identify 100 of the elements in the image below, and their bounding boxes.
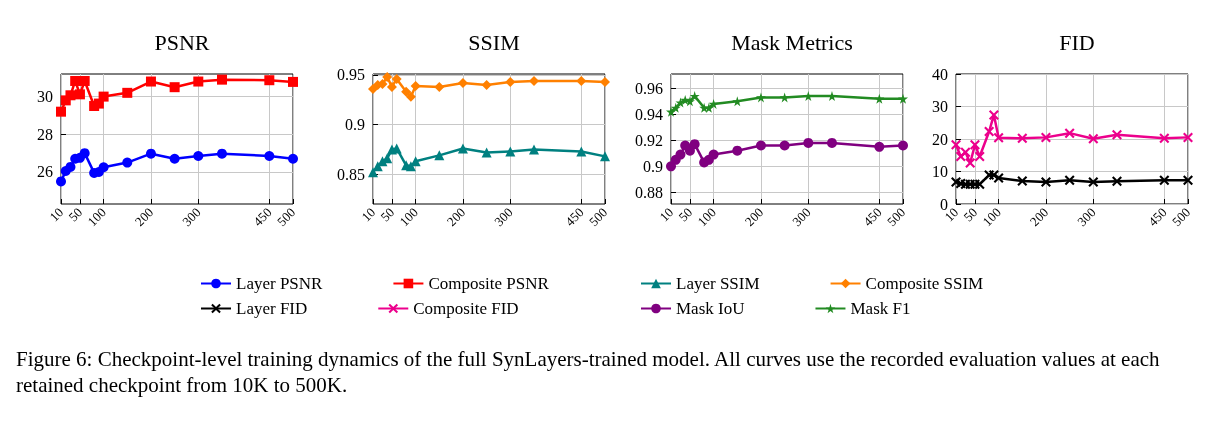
x-tick-label: 500 <box>273 204 299 230</box>
y-tick-label: 26 <box>37 163 53 181</box>
point <box>1040 176 1051 187</box>
x-tick-label: 300 <box>179 204 204 230</box>
x-tick-label: 200 <box>131 204 157 230</box>
point <box>98 91 109 102</box>
point <box>1183 175 1193 186</box>
y-tick-label: 30 <box>932 98 948 115</box>
point <box>169 153 180 164</box>
point <box>122 157 133 168</box>
y-tick-label: 30 <box>37 88 53 106</box>
point <box>803 137 814 148</box>
point <box>732 145 743 156</box>
legend-label: Layer FID <box>236 299 308 318</box>
point <box>874 141 885 152</box>
x-tick-label: 100 <box>396 204 421 230</box>
x-tick-label: 450 <box>860 204 885 230</box>
x-tick-label: 10 <box>656 204 677 225</box>
point <box>457 77 468 88</box>
point <box>505 76 516 87</box>
point <box>951 139 961 150</box>
point <box>98 162 109 173</box>
chart-title: FID <box>1059 29 1095 55</box>
point <box>410 80 421 91</box>
point <box>1088 176 1099 187</box>
point <box>391 73 402 84</box>
point <box>1111 129 1122 140</box>
point <box>193 76 204 87</box>
y-tick-label: 0.9 <box>643 157 663 175</box>
point <box>193 150 204 161</box>
x-tick-label: 300 <box>789 204 814 230</box>
legend-label: Layer SSIM <box>676 274 760 293</box>
x-tick-label: 10 <box>358 204 379 225</box>
y-tick-label: 28 <box>37 125 53 143</box>
point <box>974 151 985 162</box>
point <box>1017 175 1028 186</box>
x-tick-label: 200 <box>741 204 767 230</box>
point <box>405 91 416 102</box>
x-tick-label: 450 <box>250 204 275 230</box>
point <box>382 71 393 82</box>
point <box>675 149 686 160</box>
y-tick-label: 0.95 <box>337 66 365 84</box>
point <box>755 92 766 103</box>
point <box>708 98 719 109</box>
point <box>960 147 971 158</box>
y-tick-label: 0 <box>940 195 948 213</box>
point <box>65 90 76 101</box>
point <box>826 137 837 148</box>
point <box>216 74 227 85</box>
x-tick-label: 300 <box>491 204 516 230</box>
x-tick-label: 200 <box>443 204 469 230</box>
point <box>1183 132 1193 143</box>
point <box>434 81 445 92</box>
y-tick-label: 0.96 <box>635 79 663 97</box>
legend-label: Mask IoU <box>676 299 745 318</box>
y-tick-label: 10 <box>932 163 948 180</box>
point <box>1159 133 1170 144</box>
x-tick-label: 50 <box>65 204 86 225</box>
point <box>434 150 445 161</box>
point <box>755 140 766 151</box>
point <box>576 146 587 157</box>
point <box>670 102 681 113</box>
point <box>600 151 610 162</box>
point <box>1159 175 1170 186</box>
point <box>689 91 700 102</box>
point <box>122 87 133 98</box>
chart-title: Mask Metrics <box>731 29 853 55</box>
y-tick-label: 0.92 <box>635 131 663 149</box>
caption: Figure 6: Checkpoint-level training dynamics of the full SynLayers-trained model. All curves use the recorded evaluation values at each retained checkpoint from 10K to 500K. <box>16 347 1165 397</box>
y-tick-label: 40 <box>932 65 948 83</box>
x-tick-label: 300 <box>1074 204 1099 230</box>
point <box>368 167 378 178</box>
point <box>708 149 719 160</box>
point <box>288 153 298 164</box>
point <box>145 76 156 87</box>
y-tick-label: 0.9 <box>345 116 365 134</box>
x-tick-label: 500 <box>883 204 909 230</box>
y-tick-label: 0.94 <box>635 105 663 123</box>
point <box>481 79 492 90</box>
point <box>79 75 90 86</box>
point <box>874 93 885 104</box>
point <box>984 126 995 137</box>
legend-label: Composite SSIM <box>865 274 984 293</box>
point <box>56 106 66 117</box>
point <box>528 144 539 155</box>
chart-title: SSIM <box>468 29 520 55</box>
x-tick-label: 500 <box>1168 204 1194 230</box>
point <box>401 86 412 97</box>
x-tick-label: 450 <box>562 204 587 230</box>
point <box>576 75 587 86</box>
y-tick-label: 0.85 <box>337 165 365 183</box>
x-tick-label: 50 <box>675 204 696 225</box>
point <box>74 89 85 100</box>
point <box>457 143 468 154</box>
point <box>79 148 90 159</box>
point <box>993 132 1004 143</box>
point <box>898 93 908 104</box>
point <box>974 179 985 190</box>
point <box>1064 175 1075 186</box>
point <box>600 76 610 87</box>
